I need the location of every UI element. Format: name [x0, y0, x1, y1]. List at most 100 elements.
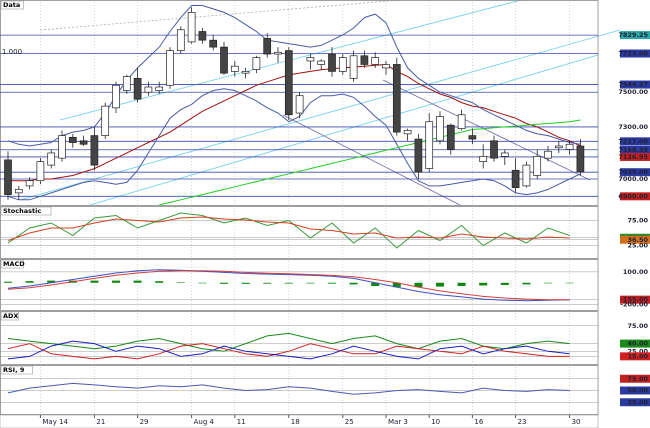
panel-frame	[0, 0, 599, 206]
histogram-bar	[133, 280, 142, 283]
y-tick-label: -200.00	[620, 301, 648, 309]
candle-body	[554, 145, 563, 149]
candle-body	[68, 136, 77, 143]
panel-title-box	[0, 0, 24, 10]
candle-body	[403, 130, 412, 135]
y-tick-label: 75.00	[627, 322, 648, 330]
x-tick-label: 23	[518, 418, 527, 426]
indicator-line	[7, 88, 581, 201]
indicator-line	[7, 269, 570, 302]
candle-body	[382, 64, 390, 69]
candle-body	[230, 65, 239, 72]
x-tick-label: 30	[572, 418, 581, 426]
candle-body	[349, 55, 358, 79]
annotation: 1.000	[2, 48, 22, 56]
candle-body	[565, 143, 574, 150]
y-tick-label: 7168.35	[618, 146, 648, 154]
candle-body	[144, 86, 153, 93]
indicator-line	[8, 63, 581, 182]
tick-label-box	[620, 145, 650, 154]
panel-title-box	[0, 259, 24, 269]
candle-body	[176, 29, 185, 51]
candle-body	[90, 135, 99, 166]
y-tick-label: 7039.00	[618, 168, 648, 176]
candle-body	[36, 161, 45, 182]
histogram-bar	[263, 282, 272, 284]
y-tick-label: 7000.00	[618, 175, 648, 183]
candle-body	[479, 156, 488, 162]
candle-body	[306, 57, 315, 62]
candle-body	[252, 57, 261, 71]
histogram-bar	[241, 282, 250, 284]
candle-body	[58, 135, 66, 159]
histogram-bar	[220, 282, 228, 284]
indicator-line	[7, 270, 570, 301]
panel-title-box	[0, 311, 20, 321]
tick-label-box	[620, 192, 650, 201]
tick-label-box	[620, 168, 650, 177]
histogram-bar	[90, 280, 99, 283]
histogram-bar	[414, 282, 423, 288]
candle-body	[166, 50, 174, 86]
y-tick-label: 7300.00	[618, 123, 648, 131]
indicator-line	[7, 382, 570, 395]
candle-body	[414, 138, 423, 173]
panel-frame	[0, 206, 599, 259]
panel-title: Stochastic	[3, 207, 41, 215]
candle-body	[500, 152, 509, 157]
candle-body	[241, 71, 250, 74]
x-tick-label: 10	[431, 418, 440, 426]
histogram-bar	[25, 281, 34, 283]
histogram-bar	[155, 281, 164, 283]
tick-label-box	[620, 137, 650, 146]
x-tick-label: 21	[96, 418, 105, 426]
tick-label-box	[620, 339, 650, 348]
candle-body	[198, 31, 207, 41]
histogram-bar	[198, 282, 207, 284]
x-tick-label: May 14	[42, 418, 68, 426]
histogram-bar	[47, 280, 56, 283]
candle-body	[392, 64, 401, 133]
histogram-bar	[479, 282, 488, 286]
x-tick-label: 16	[474, 418, 483, 426]
candle-body	[446, 124, 455, 150]
candle-body	[490, 140, 498, 159]
y-tick-label: -155.00	[620, 296, 648, 304]
histogram-bar	[392, 282, 401, 288]
candle-body	[155, 86, 164, 91]
indicator-line	[7, 332, 570, 352]
histogram-bar	[176, 282, 185, 283]
tick-label-box	[620, 31, 650, 40]
x-tick-label: 25	[345, 418, 354, 426]
y-tick-label: 50.00	[627, 387, 648, 395]
candle-body	[544, 150, 552, 159]
tick-label-box	[620, 352, 650, 361]
candle-body	[317, 60, 326, 65]
histogram-bar	[436, 282, 444, 287]
y-tick-label: 75.00	[627, 217, 648, 225]
indicator-line	[7, 343, 570, 360]
y-tick-label: 75.00	[627, 375, 648, 383]
candle-body	[47, 152, 56, 166]
x-axis-strip	[0, 414, 599, 428]
panel-title-box	[0, 206, 52, 216]
trendlines	[19, 0, 621, 206]
y-tick-label: 36.50	[627, 236, 648, 244]
panel-title: MACD	[3, 260, 25, 268]
tick-label-box	[620, 398, 650, 407]
candle-body	[14, 189, 23, 194]
candle-body	[436, 116, 444, 142]
y-tick-label: 40.00	[627, 340, 648, 348]
candle-body	[425, 121, 434, 169]
panel-frame	[0, 365, 599, 415]
histogram-bar	[371, 282, 380, 287]
candle-body	[263, 38, 272, 55]
tick-label-box	[620, 152, 650, 161]
histogram-bar	[112, 280, 120, 283]
y-tick-label: 7829.25	[618, 31, 648, 39]
x-tick-label: 18	[291, 418, 300, 426]
y-tick-label: 25.00	[627, 347, 648, 355]
y-tick-label: 7500.00	[618, 88, 648, 96]
indicator-line	[7, 216, 570, 241]
x-tick-label: 29	[140, 418, 149, 426]
